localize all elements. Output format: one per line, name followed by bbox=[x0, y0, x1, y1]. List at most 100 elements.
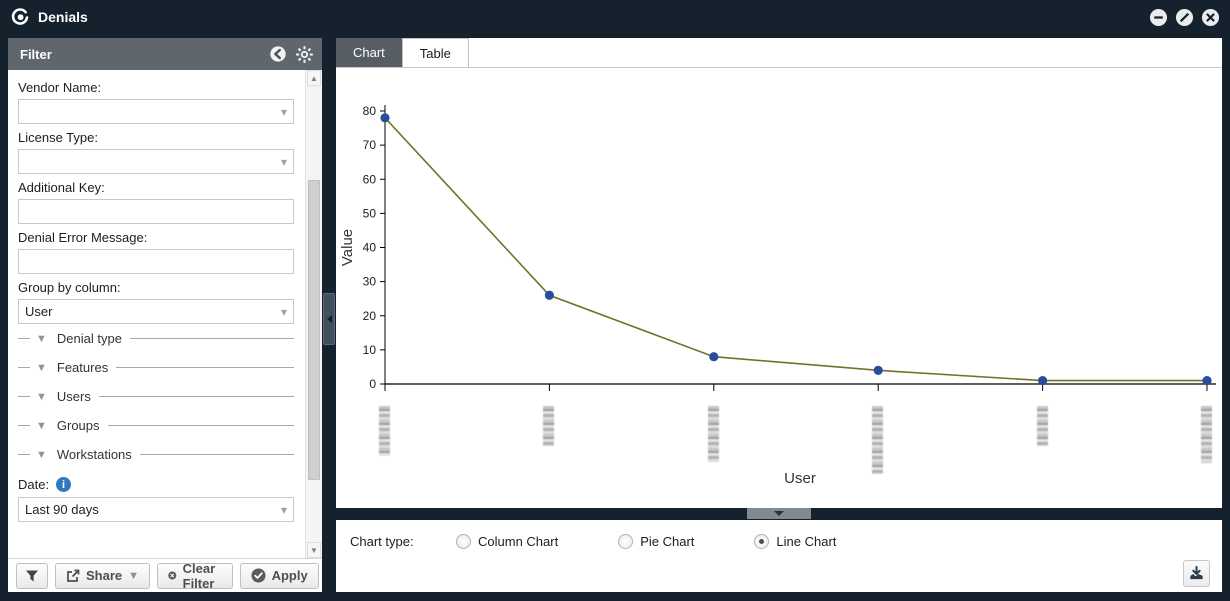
denial-error-message-input[interactable] bbox=[18, 249, 294, 274]
clear-filter-button[interactable]: Clear Filter bbox=[157, 561, 233, 591]
data-point[interactable] bbox=[873, 365, 883, 375]
license-type-label: License Type: bbox=[18, 130, 98, 145]
group-by-column-select[interactable]: User ▾ bbox=[18, 299, 294, 324]
tab-chart[interactable]: Chart bbox=[336, 38, 402, 67]
title-bar: Denials bbox=[0, 0, 1230, 34]
section-denial-type[interactable]: ▼ Denial type bbox=[18, 324, 294, 353]
triangle-down-icon bbox=[774, 511, 784, 516]
data-point[interactable] bbox=[1202, 375, 1212, 386]
vendor-name-label: Vendor Name: bbox=[18, 80, 102, 95]
line-chart: 0 10 20 30 40 50 60 70 80 Value User bbox=[339, 104, 1216, 487]
triangle-down-icon: ▼ bbox=[36, 448, 47, 461]
section-workstations[interactable]: ▼ Workstations bbox=[18, 440, 294, 469]
y-axis-title: Value bbox=[339, 229, 356, 266]
svg-text:20: 20 bbox=[363, 309, 377, 323]
additional-key-input[interactable] bbox=[18, 199, 294, 224]
vertical-splitter[interactable] bbox=[322, 38, 336, 592]
x-axis-title: User bbox=[784, 470, 816, 487]
filter-footer: Share ▼ Clear Filter Apply bbox=[8, 558, 322, 592]
x-axis-label-blurred bbox=[543, 406, 555, 446]
download-button[interactable] bbox=[1183, 560, 1210, 587]
chart-region: 0 10 20 30 40 50 60 70 80 Value User bbox=[336, 68, 1222, 508]
x-axis-label-blurred bbox=[1036, 406, 1048, 446]
license-type-select[interactable]: ▾ bbox=[18, 149, 294, 174]
radio-icon bbox=[618, 534, 634, 549]
restore-icon[interactable] bbox=[1175, 8, 1194, 27]
check-circle-icon bbox=[251, 568, 266, 583]
minimize-icon[interactable] bbox=[1149, 8, 1168, 27]
section-groups[interactable]: ▼ Groups bbox=[18, 411, 294, 440]
additional-key-label: Additional Key: bbox=[18, 180, 105, 195]
scroll-down-icon[interactable]: ▼ bbox=[307, 542, 321, 558]
chevron-down-icon: ▾ bbox=[280, 502, 287, 517]
scroll-up-icon[interactable]: ▲ bbox=[307, 70, 321, 86]
tab-bar: Chart Table bbox=[336, 38, 1222, 68]
vendor-name-select[interactable]: ▾ bbox=[18, 99, 294, 124]
radio-line-chart[interactable]: Line Chart bbox=[754, 534, 836, 549]
data-point[interactable] bbox=[709, 352, 719, 362]
close-icon[interactable] bbox=[1201, 8, 1220, 27]
section-features[interactable]: ▼ Features bbox=[18, 353, 294, 382]
main-area: Filter Vendor Name: bbox=[8, 38, 1222, 592]
chart-type-bar: Chart type: Column Chart Pie Chart Line … bbox=[336, 520, 1222, 592]
x-axis-label-blurred bbox=[872, 406, 884, 474]
svg-text:60: 60 bbox=[363, 172, 377, 186]
radio-icon bbox=[754, 534, 770, 549]
denial-error-message-label: Denial Error Message: bbox=[18, 230, 148, 245]
svg-text:50: 50 bbox=[363, 206, 377, 220]
collapse-panel-icon[interactable] bbox=[269, 45, 287, 63]
section-users[interactable]: ▼ Users bbox=[18, 382, 294, 411]
chevron-down-icon: ▾ bbox=[280, 304, 287, 319]
triangle-down-icon: ▼ bbox=[36, 361, 47, 374]
triangle-down-icon: ▼ bbox=[36, 390, 47, 403]
chevron-down-icon: ▾ bbox=[280, 104, 287, 119]
info-icon[interactable]: i bbox=[56, 477, 72, 492]
svg-text:40: 40 bbox=[363, 241, 377, 255]
x-axis-label-blurred bbox=[1201, 406, 1212, 463]
data-point[interactable] bbox=[380, 113, 390, 123]
download-icon bbox=[1190, 565, 1203, 580]
window-title: Denials bbox=[38, 9, 88, 25]
clear-circle-icon bbox=[168, 571, 177, 580]
radio-column-chart[interactable]: Column Chart bbox=[456, 534, 558, 549]
filter-scrollbar[interactable]: ▲ ▼ bbox=[305, 70, 322, 558]
window-controls bbox=[1149, 8, 1220, 27]
svg-text:0: 0 bbox=[369, 377, 376, 391]
gear-icon[interactable] bbox=[295, 45, 314, 64]
chart-panel: Chart Table 0 10 20 30 40 50 60 70 80 Value User C… bbox=[336, 38, 1222, 592]
share-button[interactable]: Share ▼ bbox=[55, 562, 151, 589]
x-axis-label-blurred bbox=[379, 406, 390, 456]
filter-panel: Filter Vendor Name: bbox=[8, 38, 322, 592]
data-point[interactable] bbox=[1038, 375, 1048, 386]
x-axis-label-blurred bbox=[707, 406, 719, 462]
collapse-handle-left[interactable] bbox=[323, 293, 335, 345]
svg-text:10: 10 bbox=[363, 343, 377, 357]
filter-title: Filter bbox=[20, 46, 52, 62]
horizontal-splitter[interactable] bbox=[336, 508, 1222, 520]
app-logo-icon bbox=[11, 8, 29, 25]
funnel-icon bbox=[26, 570, 38, 581]
scrollbar-thumb[interactable] bbox=[308, 180, 320, 480]
data-point[interactable] bbox=[544, 290, 554, 300]
chevron-down-icon: ▼ bbox=[128, 569, 140, 582]
triangle-down-icon: ▼ bbox=[36, 332, 47, 345]
group-by-column-label: Group by column: bbox=[18, 280, 121, 295]
apply-button[interactable]: Apply bbox=[239, 562, 319, 589]
svg-text:30: 30 bbox=[363, 275, 377, 289]
chevron-down-icon: ▾ bbox=[280, 154, 287, 169]
tab-table[interactable]: Table bbox=[401, 38, 469, 67]
radio-icon bbox=[456, 534, 471, 549]
radio-pie-chart[interactable]: Pie Chart bbox=[618, 534, 694, 549]
share-icon bbox=[67, 569, 80, 582]
triangle-left-icon bbox=[326, 315, 332, 323]
chart-type-label: Chart type: bbox=[350, 534, 414, 549]
filter-panel-header: Filter bbox=[8, 38, 322, 70]
svg-text:80: 80 bbox=[363, 104, 377, 118]
triangle-down-icon: ▼ bbox=[36, 419, 47, 432]
date-range-select[interactable]: Last 90 days ▾ bbox=[18, 497, 294, 522]
filter-funnel-button[interactable] bbox=[16, 562, 48, 589]
svg-text:70: 70 bbox=[363, 138, 377, 152]
filter-body: Vendor Name: ▾ License Type: ▾ Additiona… bbox=[8, 70, 322, 558]
date-label: Date: bbox=[18, 477, 50, 492]
collapse-handle-down[interactable] bbox=[747, 508, 811, 519]
